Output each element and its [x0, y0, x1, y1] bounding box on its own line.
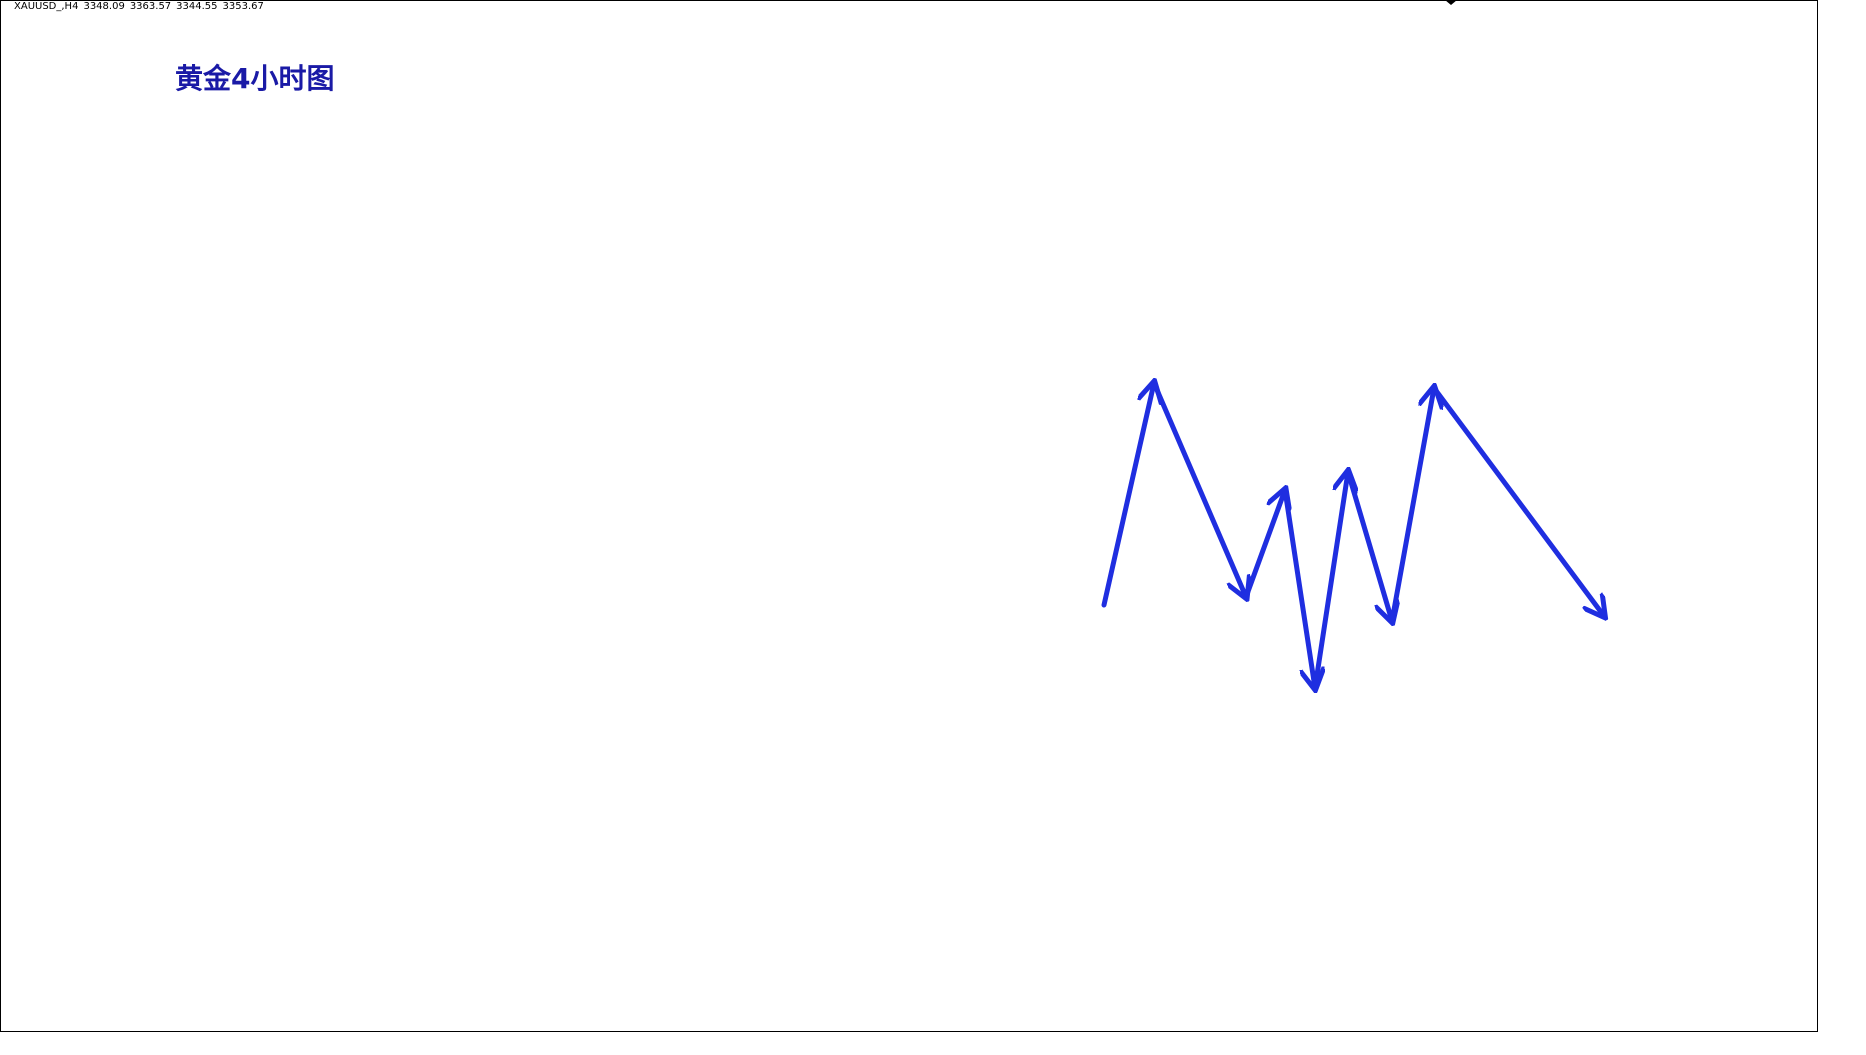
- plot-frame: [0, 0, 1818, 1032]
- chart-title: 黄金4小时图: [175, 62, 334, 95]
- arrow: [1389, 388, 1434, 624]
- low: 3344.55: [176, 1, 218, 12]
- arrow: [1243, 490, 1285, 600]
- high: 3363.57: [129, 1, 172, 12]
- arrow: [1282, 487, 1315, 688]
- open: 3348.09: [83, 1, 125, 12]
- symbol: XAUUSD_,H4: [14, 1, 79, 12]
- arrow: [1431, 385, 1604, 616]
- close: 3353.67: [222, 1, 264, 12]
- arrow: [1101, 383, 1154, 608]
- shift-marker: [1445, 0, 1457, 5]
- chart-header: XAUUSD_,H4 3348.09 3363.57 3344.55 3353.67: [14, 1, 269, 12]
- arrow: [1345, 469, 1392, 621]
- arrow: [1151, 380, 1246, 597]
- trend-arrows: [1101, 380, 1604, 691]
- arrow: [1312, 472, 1348, 691]
